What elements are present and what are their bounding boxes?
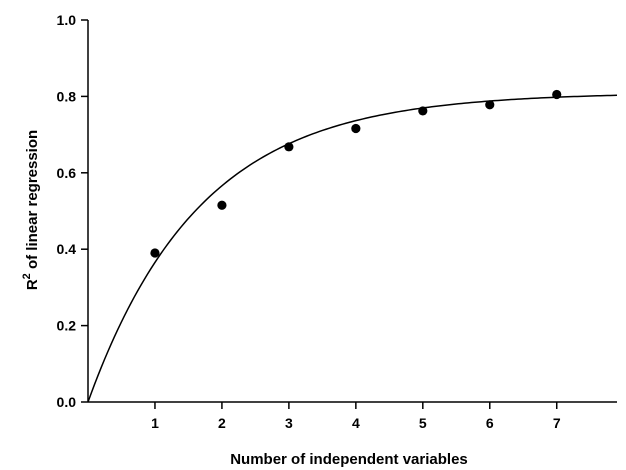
- y-tick-label: 1.0: [57, 12, 77, 28]
- data-point: [217, 200, 227, 210]
- y-tick-label: 0.2: [57, 318, 77, 334]
- y-axis-label-base: R: [24, 279, 41, 290]
- data-point: [485, 100, 495, 110]
- data-point: [351, 123, 361, 134]
- y-axis-label-superscript: 2: [21, 273, 33, 279]
- y-tick-label: 0.0: [57, 394, 77, 410]
- x-tick-label: 6: [486, 415, 494, 431]
- plot-area: 0.0 0.2 0.4 0.6 0.8 1.0 1 2 3 4 5 6 7: [57, 12, 618, 431]
- x-tick-label: 3: [285, 415, 293, 431]
- data-point: [150, 248, 160, 258]
- x-tick-label: 2: [218, 415, 226, 431]
- fit-curve: [87, 94, 618, 403]
- y-axis-label: R2 of linear regression: [21, 130, 41, 290]
- x-tick-label: 5: [419, 415, 427, 431]
- data-point: [418, 106, 428, 116]
- x-axis-label: Number of independent variables: [230, 451, 468, 468]
- y-tick-label: 0.4: [57, 241, 77, 257]
- x-tick-label: 4: [352, 415, 360, 431]
- data-point: [284, 142, 294, 152]
- x-tick-label: 1: [151, 415, 159, 431]
- data-point: [552, 89, 562, 100]
- y-tick-label: 0.6: [57, 165, 77, 181]
- y-axis-label-rest: of linear regression: [24, 130, 41, 273]
- y-tick-label: 0.8: [57, 88, 77, 104]
- x-tick-label: 7: [553, 415, 561, 431]
